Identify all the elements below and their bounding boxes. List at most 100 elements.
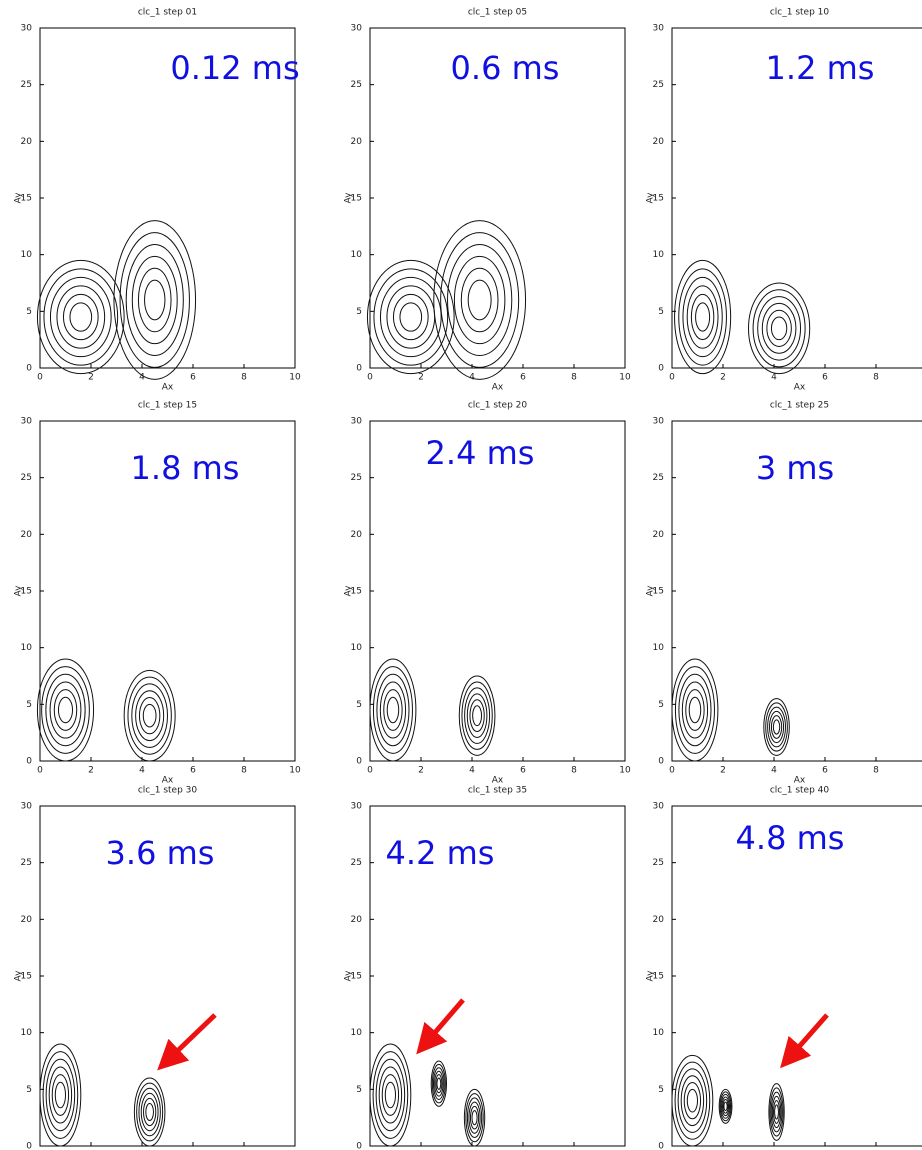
contour xyxy=(50,277,111,356)
contour xyxy=(126,244,183,355)
contour xyxy=(470,700,484,732)
y-tick-label: 25 xyxy=(653,80,664,90)
contour xyxy=(465,688,490,744)
y-tick-label: 20 xyxy=(653,137,665,147)
contour xyxy=(377,674,409,745)
y-tick-label: 30 xyxy=(21,802,33,812)
x-tick-label: 6 xyxy=(822,766,828,776)
contour xyxy=(775,1105,779,1119)
y-axis-label: Ay xyxy=(646,585,656,597)
contour xyxy=(758,297,801,360)
contour xyxy=(400,303,422,331)
y-tick-label: 30 xyxy=(653,802,665,812)
x-axis-label: Ax xyxy=(492,776,504,786)
x-tick-label: 2 xyxy=(720,766,726,776)
y-tick-label: 5 xyxy=(26,307,32,317)
contour xyxy=(675,1062,710,1139)
x-tick-label: 6 xyxy=(190,373,196,383)
contour xyxy=(44,269,118,365)
y-axis-label: Ay xyxy=(646,970,656,982)
contour xyxy=(143,704,156,727)
contour xyxy=(467,1098,481,1138)
y-tick-label: 0 xyxy=(658,1142,664,1150)
contour xyxy=(387,697,398,723)
time-annotation: 1.8 ms xyxy=(131,449,240,487)
contour xyxy=(393,294,428,339)
y-tick-label: 25 xyxy=(653,473,664,483)
x-tick-label: 4 xyxy=(771,766,777,776)
time-annotation: 1.2 ms xyxy=(766,49,875,87)
contour xyxy=(382,1075,398,1116)
chart-grid: clc_1 step 010246810051015202530AxAy0.12… xyxy=(0,0,922,1150)
y-tick-label: 10 xyxy=(351,643,363,653)
contour xyxy=(137,1083,163,1141)
contour xyxy=(57,286,105,348)
y-tick-label: 30 xyxy=(21,24,33,34)
contour xyxy=(461,268,498,331)
y-tick-label: 0 xyxy=(356,757,362,767)
x-axis-label: Ax xyxy=(162,776,174,786)
y-tick-label: 5 xyxy=(356,700,362,710)
y-tick-label: 25 xyxy=(21,473,32,483)
y-tick-label: 10 xyxy=(21,643,33,653)
contour xyxy=(385,1082,395,1108)
contour xyxy=(679,269,727,365)
time-annotation: 0.12 ms xyxy=(170,49,299,87)
y-tick-label: 20 xyxy=(21,530,33,540)
contour xyxy=(679,674,711,745)
x-tick-label: 10 xyxy=(289,766,301,776)
panel: clc_1 step 400246810051015202530AxAy4.8 … xyxy=(646,786,922,1150)
x-tick-label: 0 xyxy=(669,766,675,776)
x-tick-label: 8 xyxy=(571,373,577,383)
y-tick-label: 25 xyxy=(351,858,362,868)
y-tick-label: 0 xyxy=(356,364,362,374)
y-tick-label: 10 xyxy=(653,1028,665,1038)
x-tick-label: 2 xyxy=(88,766,94,776)
y-axis-label: Ay xyxy=(646,192,656,204)
time-annotation: 4.8 ms xyxy=(736,819,845,857)
contour xyxy=(773,720,779,734)
y-tick-label: 20 xyxy=(351,530,363,540)
time-annotation: 3.6 ms xyxy=(106,834,215,872)
x-tick-label: 10 xyxy=(619,766,631,776)
x-tick-label: 4 xyxy=(771,373,777,383)
y-axis-label: Ay xyxy=(344,192,354,204)
panel: clc_1 step 010246810051015202530AxAy0.12… xyxy=(14,8,301,393)
contour xyxy=(687,1089,697,1112)
y-axis-label: Ay xyxy=(14,585,24,597)
x-tick-label: 6 xyxy=(520,373,526,383)
y-tick-label: 30 xyxy=(653,24,665,34)
y-tick-label: 25 xyxy=(653,858,664,868)
y-axis-label: Ay xyxy=(344,585,354,597)
contour xyxy=(373,667,412,754)
y-tick-label: 10 xyxy=(21,250,33,260)
contour xyxy=(691,294,713,339)
x-tick-label: 4 xyxy=(469,766,475,776)
contour xyxy=(52,1075,68,1116)
contour xyxy=(683,277,722,356)
contour xyxy=(767,310,791,346)
y-tick-label: 10 xyxy=(351,250,363,260)
panel-title: clc_1 step 25 xyxy=(770,401,829,411)
x-tick-label: 0 xyxy=(37,373,43,383)
y-tick-label: 5 xyxy=(658,307,664,317)
x-tick-label: 0 xyxy=(37,766,43,776)
contour xyxy=(724,1102,727,1111)
contour xyxy=(384,690,402,731)
contour xyxy=(468,280,491,320)
x-tick-label: 8 xyxy=(241,373,247,383)
y-tick-label: 20 xyxy=(653,530,665,540)
contour xyxy=(771,317,786,340)
contour xyxy=(63,294,98,339)
y-tick-label: 0 xyxy=(658,364,664,374)
contour xyxy=(686,690,704,731)
x-tick-label: 6 xyxy=(520,766,526,776)
contour xyxy=(120,233,189,368)
contour xyxy=(689,697,700,723)
panel-title: clc_1 step 01 xyxy=(138,8,197,18)
arrow xyxy=(790,1015,827,1057)
contour xyxy=(128,677,171,754)
y-tick-label: 10 xyxy=(21,1028,33,1038)
panel: clc_1 step 100246810051015202530AxAy1.2 … xyxy=(646,8,922,393)
